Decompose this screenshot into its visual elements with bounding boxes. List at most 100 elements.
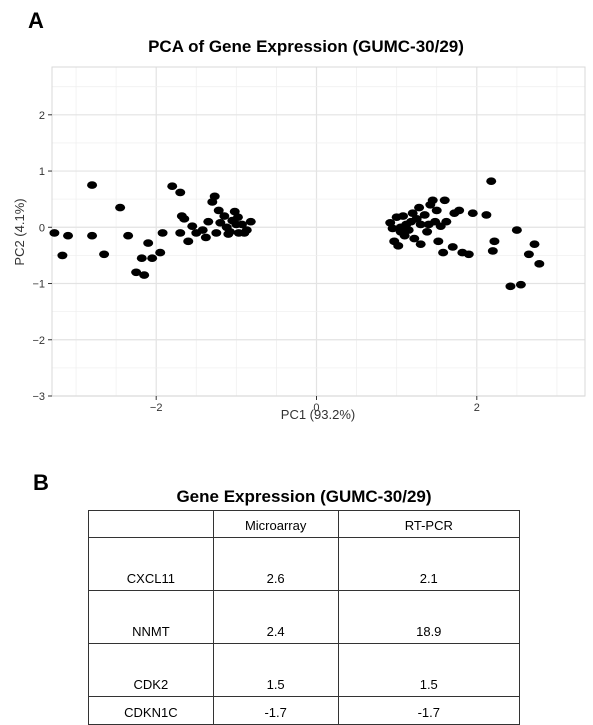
microarray-cell: 2.6: [212, 537, 339, 591]
table-row: NNMT 2.4 18.9: [88, 590, 521, 644]
panel-label-a: A: [28, 8, 44, 33]
data-point: [157, 229, 168, 237]
data-point: [223, 230, 234, 238]
data-point: [534, 260, 545, 268]
y-tick-label: 0: [39, 222, 45, 234]
data-point: [167, 182, 178, 191]
y-tick-label: 1: [39, 166, 45, 178]
data-point: [486, 177, 497, 185]
data-point: [219, 212, 230, 220]
data-point: [183, 237, 194, 246]
table-title: Gene Expression (GUMC-30/29): [176, 487, 432, 506]
data-point: [439, 196, 450, 205]
data-point: [433, 237, 444, 246]
data-point: [241, 226, 252, 234]
data-point: [415, 220, 426, 229]
header-cell-gene: [88, 510, 214, 538]
x-tick-label: 2: [474, 402, 480, 414]
data-point: [481, 211, 492, 219]
table-row: CXCL11 2.6 2.1: [88, 537, 521, 591]
data-point: [179, 215, 190, 223]
data-point: [505, 282, 516, 291]
data-point: [489, 237, 500, 246]
data-point: [245, 217, 256, 226]
data-point: [87, 181, 98, 189]
data-point: [407, 209, 418, 218]
data-points: [49, 177, 545, 291]
data-point: [57, 251, 68, 260]
panel-label-b: B: [33, 470, 49, 495]
chart-grid: [52, 67, 585, 397]
data-point: [463, 250, 474, 259]
y-tick-label: −2: [32, 335, 45, 347]
data-point: [49, 229, 60, 237]
gene-cell: CDK2: [88, 643, 214, 697]
axis-ticks: −2 0 2 −3 −2 −1 0 1 2: [32, 110, 479, 414]
data-point: [147, 254, 158, 263]
data-point: [231, 220, 242, 229]
data-point: [431, 206, 442, 215]
gene-cell: NNMT: [88, 590, 214, 644]
microarray-cell: -1.7: [212, 696, 339, 725]
x-axis-label: PC1 (93.2%): [281, 407, 355, 422]
rtpcr-cell: -1.7: [337, 696, 521, 725]
data-point: [123, 231, 134, 240]
data-point: [139, 271, 150, 279]
data-point: [409, 234, 420, 243]
data-point: [131, 268, 142, 277]
gene-expression-table: Microarray RT-PCR CXCL11 2.6 2.1 NNMT 2.…: [88, 510, 521, 725]
data-point: [441, 217, 452, 226]
data-point: [136, 254, 147, 263]
microarray-cell: 1.5: [212, 643, 339, 697]
x-tick-label: 0: [313, 402, 319, 414]
data-point: [211, 229, 222, 237]
data-point: [487, 247, 498, 255]
data-point: [209, 192, 220, 201]
table-header-row: Microarray RT-PCR: [88, 510, 521, 538]
table-row: CDK2 1.5 1.5: [88, 643, 521, 697]
data-point: [175, 188, 186, 197]
data-point: [197, 226, 208, 234]
data-point: [427, 196, 438, 205]
data-point: [399, 231, 410, 240]
data-point: [523, 250, 534, 259]
data-point: [438, 248, 449, 257]
header-cell-rtpcr: RT-PCR: [337, 510, 521, 538]
data-point: [411, 215, 422, 223]
data-point: [213, 206, 224, 215]
data-point: [467, 209, 478, 218]
y-axis-label: PC2 (4.1%): [12, 198, 27, 265]
rtpcr-cell: 1.5: [337, 643, 521, 697]
data-point: [511, 226, 522, 234]
data-point: [515, 280, 526, 289]
header-cell-microarray: Microarray: [212, 510, 339, 538]
y-tick-label: −3: [32, 391, 45, 403]
data-point: [155, 248, 166, 257]
gene-cell: CDKN1C: [88, 696, 214, 725]
data-point: [393, 242, 404, 250]
data-point: [454, 206, 465, 215]
data-point: [63, 231, 74, 240]
data-point: [415, 240, 426, 248]
x-tick-label: −2: [150, 402, 163, 414]
data-point: [115, 203, 126, 212]
data-point: [414, 203, 425, 212]
data-point: [187, 222, 198, 230]
data-point: [99, 250, 110, 259]
data-point: [200, 233, 211, 242]
data-point: [387, 224, 398, 233]
rtpcr-cell: 18.9: [337, 590, 521, 644]
data-point: [203, 217, 214, 226]
data-point: [419, 211, 430, 219]
data-point: [215, 218, 226, 227]
data-point: [422, 227, 433, 236]
plot-panel-border: [51, 66, 586, 397]
data-point: [529, 240, 540, 248]
y-tick-label: −1: [32, 279, 45, 291]
microarray-cell: 2.4: [212, 590, 339, 644]
data-point: [403, 226, 414, 234]
table-row: CDKN1C -1.7 -1.7: [88, 696, 521, 725]
rtpcr-cell: 2.1: [337, 537, 521, 591]
gene-cell: CXCL11: [88, 537, 214, 591]
y-tick-label: 2: [39, 110, 45, 122]
